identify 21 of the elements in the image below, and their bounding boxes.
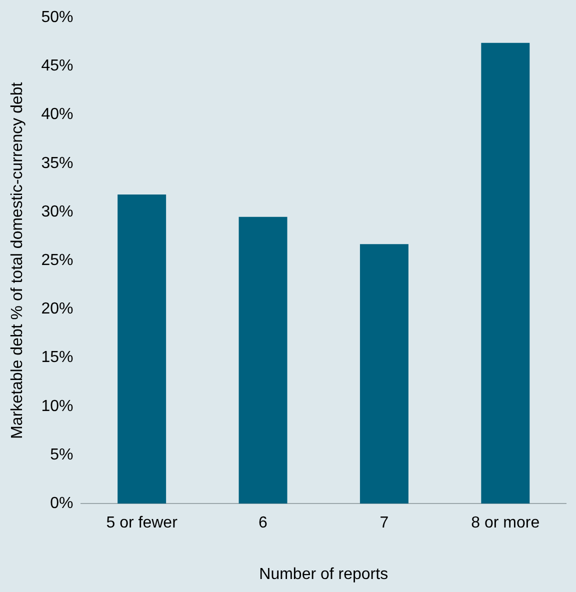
x-tick-label: 7 xyxy=(380,514,389,532)
y-axis-title: Marketable debt % of total domestic-currency debt xyxy=(9,82,26,439)
y-tick-label: 45% xyxy=(41,58,74,75)
y-tick-label: 50% xyxy=(41,9,74,26)
bar xyxy=(360,244,408,504)
x-tick-label: 6 xyxy=(258,514,268,532)
y-tick-label: 35% xyxy=(41,154,74,172)
bar xyxy=(118,194,166,504)
x-tick-label: 8 or more xyxy=(471,514,540,532)
y-tick-label: 20% xyxy=(41,300,74,318)
bar xyxy=(238,216,288,504)
x-tick-label: 5 or fewer xyxy=(106,514,178,532)
y-tick-label: 10% xyxy=(41,398,74,415)
y-tick-label: 5% xyxy=(50,446,74,464)
y-tick-label: 40% xyxy=(41,106,74,124)
y-tick-label: 25% xyxy=(41,252,74,270)
y-tick-label: 0% xyxy=(50,495,74,512)
y-tick-label: 15% xyxy=(41,349,74,366)
x-axis-title: Number of reports xyxy=(259,566,388,583)
y-tick-label: 30% xyxy=(41,203,74,220)
bar xyxy=(481,42,530,504)
